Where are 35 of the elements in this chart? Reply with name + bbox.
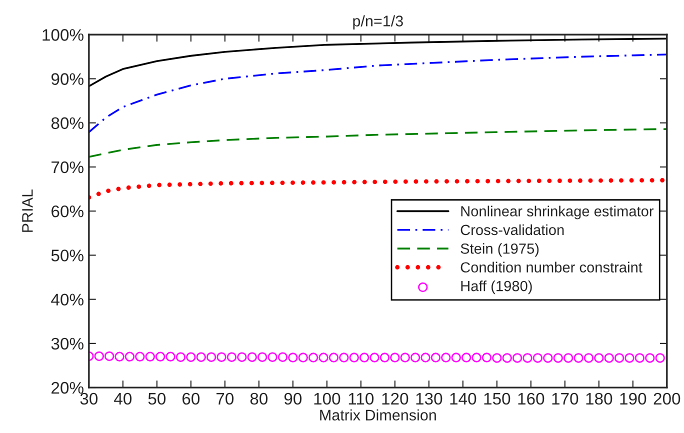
legend-label: Nonlinear shrinkage estimator xyxy=(461,206,654,220)
legend-label: Stein (1975) xyxy=(460,243,539,257)
x-tick-label: 180 xyxy=(586,392,612,405)
x-tick-label: 150 xyxy=(484,392,510,405)
x-axis-title: Matrix Dimension xyxy=(320,409,436,421)
x-tick-label: 100 xyxy=(314,392,340,405)
legend-label: Condition number constraint xyxy=(460,262,642,273)
y-tick-label: 80% xyxy=(51,117,84,130)
x-tick-label: 160 xyxy=(518,392,544,405)
x-tick-label: 140 xyxy=(450,392,476,405)
y-tick-label: 40% xyxy=(51,294,84,306)
y-tick-label: 30% xyxy=(51,338,84,350)
x-tick-label: 190 xyxy=(620,392,646,405)
y-tick-label: 50% xyxy=(51,250,84,262)
x-tick-label: 170 xyxy=(552,392,578,405)
x-tick-label: 80 xyxy=(250,392,268,405)
chart-title: p/n=1/3 xyxy=(353,15,403,30)
x-tick-label: 30 xyxy=(80,392,98,405)
x-tick-label: 90 xyxy=(284,392,302,405)
y-tick-label: 20% xyxy=(52,382,84,394)
x-tick-label: 70 xyxy=(216,392,234,405)
legend-label: Haff (1980) xyxy=(461,280,532,294)
x-tick-label: 200 xyxy=(654,392,680,405)
legend-label: Cross-validation xyxy=(460,224,564,236)
y-tick-label: 100% xyxy=(42,29,84,41)
x-tick-label: 120 xyxy=(382,392,408,405)
x-tick-label: 40 xyxy=(114,392,132,405)
x-tick-label: 60 xyxy=(182,392,200,405)
x-tick-label: 50 xyxy=(148,392,166,405)
y-tick-label: 90% xyxy=(51,73,84,85)
y-tick-label: 60% xyxy=(52,205,84,218)
x-tick-label: 130 xyxy=(416,392,442,405)
y-tick-label: 70% xyxy=(52,161,84,174)
y-axis-title: PRIAL xyxy=(22,190,33,232)
x-tick-label: 110 xyxy=(348,392,374,405)
